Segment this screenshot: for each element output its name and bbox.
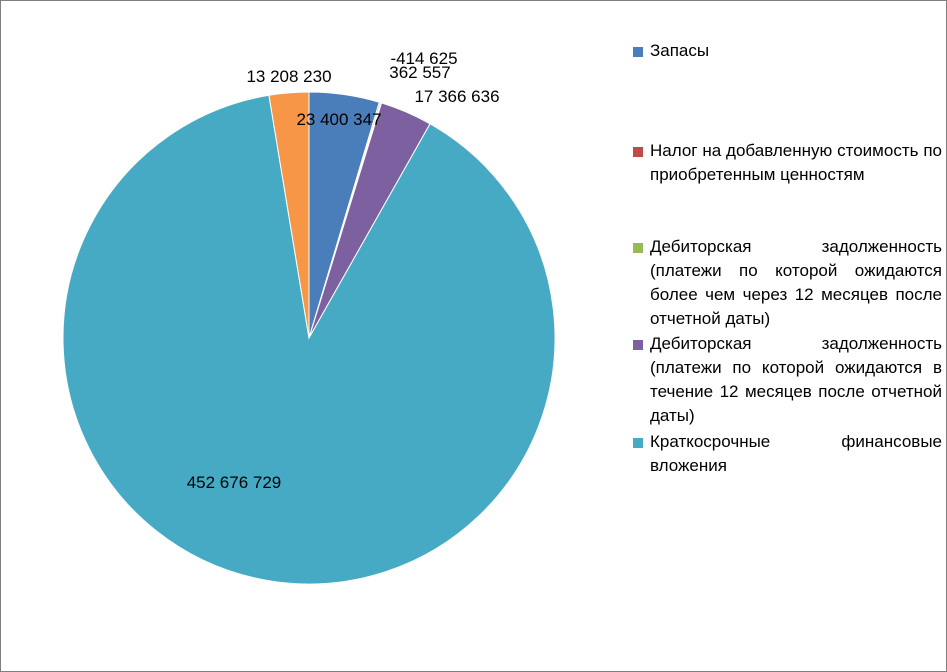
legend-label: Дебиторская задолженность (платежи по ко… [650, 334, 942, 425]
legend-swatch [633, 147, 643, 157]
legend-label: Запасы [650, 41, 710, 60]
slice-other [268, 91, 310, 339]
legend-label: Дебиторская задолженность (платежи по ко… [650, 237, 942, 328]
data-label-fin-vlozheniya: 452 676 729 [187, 473, 282, 492]
data-label-nds: -414 625 [390, 49, 457, 68]
data-labels: 23 400 347 -414 625 362 557 17 366 636 4… [187, 49, 500, 492]
data-label-zapasy: 23 400 347 [296, 110, 381, 129]
legend-swatch [633, 438, 643, 448]
data-label-debitor-long: 362 557 [389, 63, 450, 82]
pie-slices [62, 91, 556, 585]
slice-fin-vlozheniya [62, 94, 556, 585]
legend-swatch [633, 340, 643, 350]
legend-label: Налог на добавленную стоимость по приобр… [650, 141, 942, 184]
legend-swatch [633, 243, 643, 253]
data-label-debitor-short: 17 366 636 [414, 87, 499, 106]
legend-swatch [633, 47, 643, 57]
legend-label: Краткосрочные финансовые вложения [650, 432, 942, 475]
data-label-other: 13 208 230 [246, 67, 331, 86]
